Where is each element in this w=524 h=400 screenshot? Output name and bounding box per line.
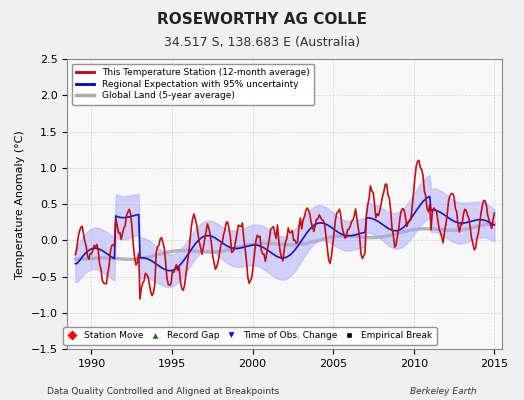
Y-axis label: Temperature Anomaly (°C): Temperature Anomaly (°C) xyxy=(15,130,25,278)
Legend: Station Move, Record Gap, Time of Obs. Change, Empirical Break: Station Move, Record Gap, Time of Obs. C… xyxy=(63,327,436,345)
Text: ROSEWORTHY AG COLLE: ROSEWORTHY AG COLLE xyxy=(157,12,367,27)
Text: Data Quality Controlled and Aligned at Breakpoints: Data Quality Controlled and Aligned at B… xyxy=(47,387,279,396)
Text: 34.517 S, 138.683 E (Australia): 34.517 S, 138.683 E (Australia) xyxy=(164,36,360,49)
Text: Berkeley Earth: Berkeley Earth xyxy=(410,387,477,396)
